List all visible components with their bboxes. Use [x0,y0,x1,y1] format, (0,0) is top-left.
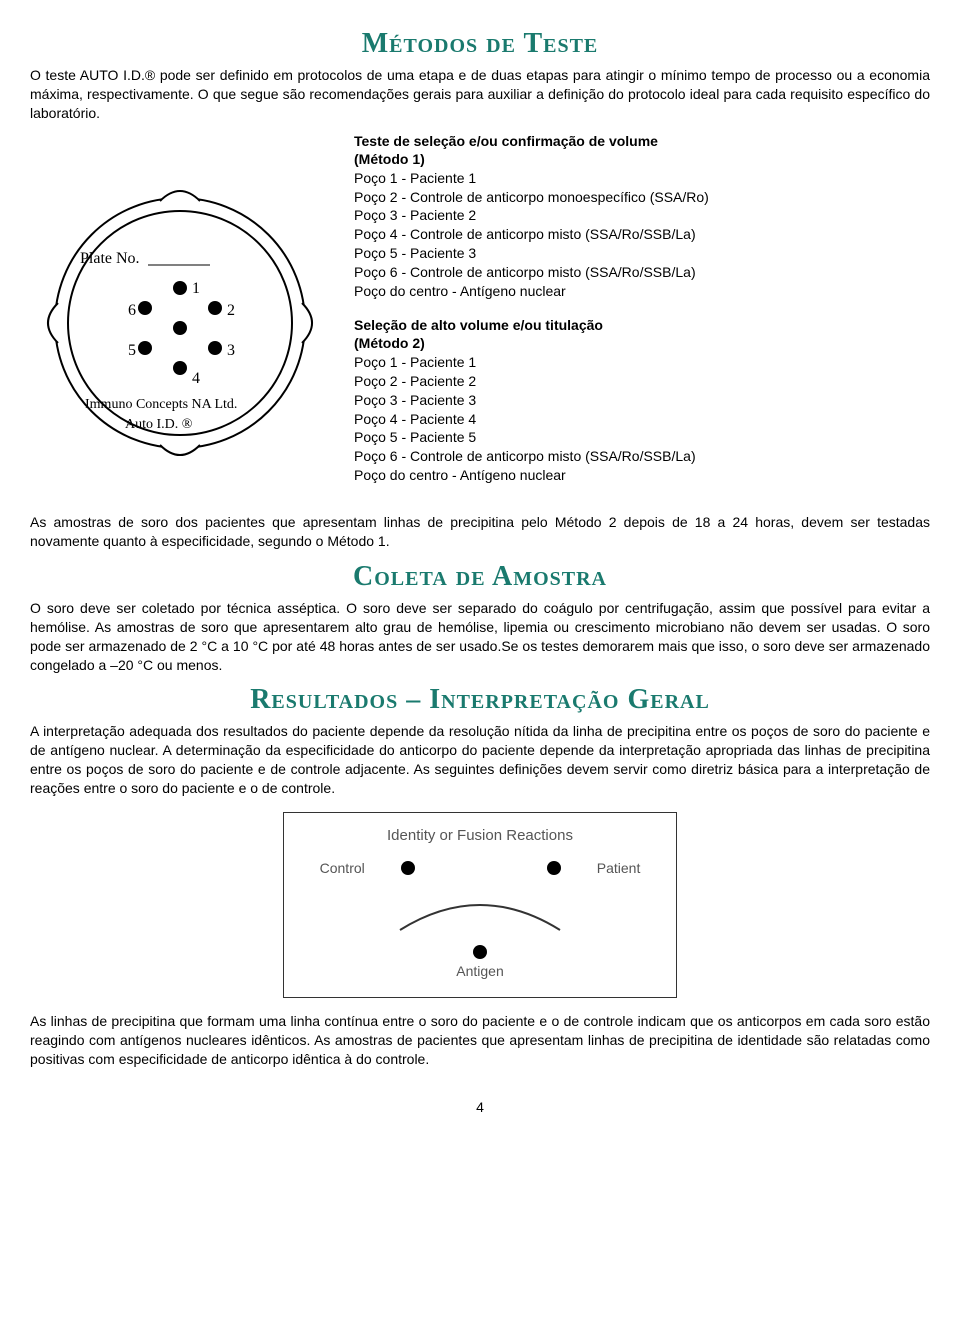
plate-diagram: Plate No. 1 2 3 4 5 6 Immuno Concepts NA… [30,133,330,501]
method1-line: Poço do centro - Antígeno nuclear [354,282,930,301]
reaction-arc-icon [370,880,590,940]
method2-title: Seleção de alto volume e/ou titulação [354,317,930,333]
method1-line: Poço 2 - Controle de anticorpo monoespec… [354,188,930,207]
method2-line: Poço 6 - Controle de anticorpo misto (SS… [354,447,930,466]
methods-text: Teste de seleção e/ou confirmação de vol… [354,133,930,501]
resultados-intro: A interpretação adequada dos resultados … [30,722,930,798]
method1-line: Poço 3 - Paciente 2 [354,206,930,225]
svg-text:2: 2 [227,302,235,319]
method-1: Teste de seleção e/ou confirmação de vol… [354,133,930,301]
method2-line: Poço 1 - Paciente 1 [354,353,930,372]
dot-antigen-icon [473,945,487,959]
section-title-coleta: Coleta de Amostra [30,561,930,593]
method2-subtitle: (Método 2) [354,335,930,351]
method1-line: Poço 1 - Paciente 1 [354,169,930,188]
coleta-text: O soro deve ser coletado por técnica ass… [30,599,930,675]
metodos-note: As amostras de soro dos pacientes que ap… [30,513,930,551]
method2-line: Poço do centro - Antígeno nuclear [354,466,930,485]
svg-text:Immuno Concepts NA Ltd.: Immuno Concepts NA Ltd. [85,397,237,412]
svg-text:6: 6 [128,302,136,319]
svg-text:Auto I.D. ®: Auto I.D. ® [125,417,193,432]
dot-patient-icon [547,861,561,875]
metodos-intro: O teste AUTO I.D.® pode ser definido em … [30,66,930,123]
method1-line: Poço 5 - Paciente 3 [354,244,930,263]
reaction-diagram: Identity or Fusion Reactions Control Pat… [283,812,678,998]
svg-text:1: 1 [192,280,200,297]
svg-text:4: 4 [192,370,200,387]
method-2: Seleção de alto volume e/ou titulação (M… [354,317,930,485]
reaction-title: Identity or Fusion Reactions [320,827,641,844]
section-title-metodos: Métodos de Teste [30,28,930,60]
method2-line: Poço 5 - Paciente 5 [354,428,930,447]
reaction-left-label: Control [320,860,365,876]
method2-line: Poço 4 - Paciente 4 [354,410,930,429]
svg-text:5: 5 [128,342,136,359]
reaction-bottom-label: Antigen [320,963,641,979]
method1-subtitle: (Método 1) [354,151,930,167]
method2-line: Poço 2 - Paciente 2 [354,372,930,391]
reaction-diagram-wrap: Identity or Fusion Reactions Control Pat… [30,812,930,998]
resultados-outro: As linhas de precipitina que formam uma … [30,1012,930,1069]
page-number: 4 [30,1099,930,1115]
method1-line: Poço 4 - Controle de anticorpo misto (SS… [354,225,930,244]
plate-no-label: Plate No. [80,250,140,267]
metodos-two-col: Plate No. 1 2 3 4 5 6 Immuno Concepts NA… [30,133,930,501]
dot-control-icon [401,861,415,875]
method2-line: Poço 3 - Paciente 3 [354,391,930,410]
method1-line: Poço 6 - Controle de anticorpo misto (SS… [354,263,930,282]
svg-text:3: 3 [227,342,235,359]
reaction-right-label: Patient [597,860,641,876]
section-title-resultados: Resultados – Interpretação Geral [30,684,930,716]
method1-title: Teste de seleção e/ou confirmação de vol… [354,133,930,149]
